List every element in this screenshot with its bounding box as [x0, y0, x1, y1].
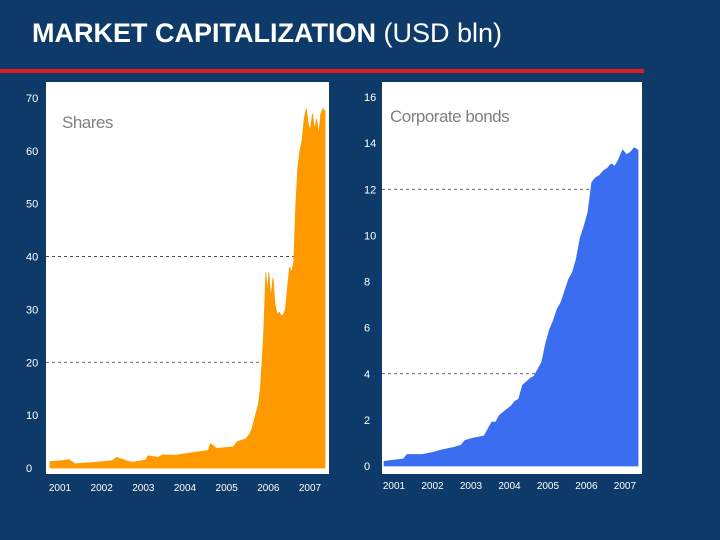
page-title: MARKET CAPITALIZATION (USD bln)	[32, 18, 502, 49]
bonds-area-series	[383, 147, 639, 467]
shares-y-tick-label: 70	[26, 93, 38, 105]
shares-area-series	[49, 107, 326, 469]
bonds-y-tick-label: 2	[364, 415, 370, 427]
bonds-x-tick-label: 2007	[614, 481, 637, 492]
bonds-y-tick-label: 14	[364, 138, 376, 150]
shares-y-tick-label: 20	[26, 357, 38, 369]
shares-x-tick-label: 2003	[132, 483, 155, 494]
shares-y-tick-label: 60	[26, 146, 38, 158]
shares-y-tick-label: 10	[26, 410, 38, 422]
bonds-chart-svg: 0 2 4 6 8 10 12 14 16 2001 2002 2003 2004 2005 2006 200…	[364, 82, 642, 492]
page-title-main: MARKET CAPITALIZATION	[32, 18, 376, 48]
shares-x-tick-label: 2005	[216, 483, 239, 494]
shares-y-tick-label: 50	[26, 199, 38, 211]
bonds-x-tick-label: 2001	[383, 481, 406, 492]
shares-y-tick-label: 0	[26, 463, 32, 475]
bonds-chart-label: Corporate bonds	[390, 107, 509, 126]
bonds-x-tick-label: 2003	[460, 481, 483, 492]
bonds-x-tick-label: 2006	[575, 481, 598, 492]
shares-x-tick-label: 2007	[299, 483, 322, 494]
bonds-y-tick-label: 4	[364, 369, 370, 381]
bonds-y-tick-label: 16	[364, 92, 376, 104]
bonds-y-tick-label: 8	[364, 277, 370, 289]
shares-chart-svg: 0 10 20 30 40 50 60 70 2001 2002 2003 2004 2005 2006 2…	[26, 82, 329, 494]
shares-x-tick-label: 2006	[257, 483, 280, 494]
bonds-chart: 0 2 4 6 8 10 12 14 16 2001 2002 2003 2004 2005 2006 200…	[342, 82, 648, 500]
bonds-x-tick-label: 2004	[498, 481, 521, 492]
bonds-x-tick-label: 2005	[537, 481, 560, 492]
bonds-y-tick-label: 0	[364, 461, 370, 473]
shares-x-tick-label: 2002	[91, 483, 114, 494]
shares-y-tick-label: 40	[26, 252, 38, 264]
shares-chart-label: Shares	[62, 113, 113, 132]
shares-x-tick-label: 2001	[49, 483, 72, 494]
bonds-y-tick-label: 12	[364, 184, 376, 196]
shares-x-tick-label: 2004	[174, 483, 197, 494]
page-title-unit: (USD bln)	[383, 18, 503, 48]
shares-y-tick-label: 30	[26, 304, 38, 316]
shares-chart: 0 10 20 30 40 50 60 70 2001 2002 2003 2004 2005 2006 2…	[0, 82, 340, 500]
title-divider	[0, 69, 644, 73]
bonds-x-tick-label: 2002	[421, 481, 444, 492]
bonds-y-tick-label: 6	[364, 323, 370, 335]
bonds-y-tick-label: 10	[364, 230, 376, 242]
